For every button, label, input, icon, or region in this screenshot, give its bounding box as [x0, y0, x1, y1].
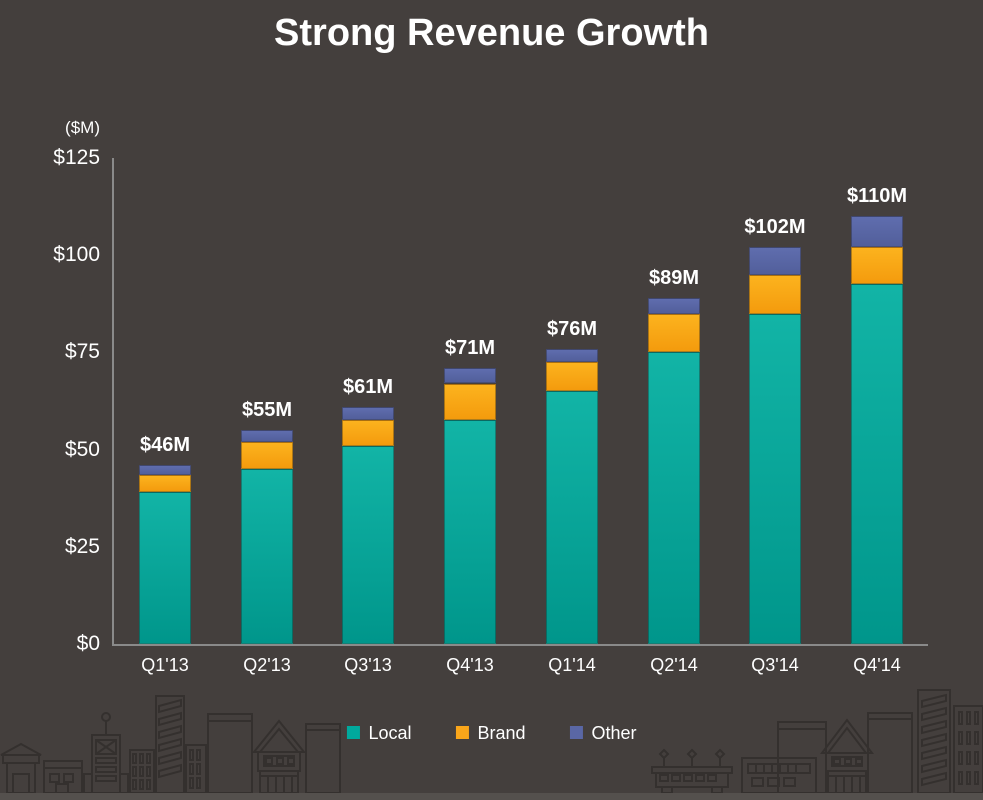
legend-label: Other — [591, 723, 637, 743]
bar-segment-local — [851, 284, 903, 644]
bar-segment-local — [648, 352, 700, 644]
x-axis-label: Q1'13 — [141, 655, 189, 675]
x-axis-label: Q2'14 — [650, 655, 698, 675]
x-axis-label: Q4'14 — [853, 655, 901, 675]
legend-item-brand: Brand — [455, 723, 526, 744]
legend-label: Local — [368, 723, 412, 743]
bar-total-label: $46M — [139, 434, 191, 457]
y-axis-label: $75 — [64, 340, 100, 364]
legend-swatch-brand — [455, 726, 469, 739]
bar-segment-local — [444, 420, 496, 644]
bar-total-label: $102M — [744, 216, 806, 239]
bar-segment-local — [342, 445, 394, 644]
legend-swatch-other — [569, 726, 583, 739]
y-axis-label: $25 — [64, 534, 100, 558]
bar-segment-local — [241, 469, 293, 644]
x-axis-label: Q4'13 — [446, 655, 494, 675]
legend-swatch-local — [346, 726, 360, 739]
bar-segment-local — [546, 391, 598, 644]
bar-total-label: $76M — [546, 317, 598, 340]
y-axis-label: $125 — [53, 146, 100, 169]
bar-segment-other — [749, 247, 801, 275]
x-axis-label: Q1'14 — [548, 655, 596, 675]
bar-segment-other — [851, 216, 903, 248]
bar-total-label: $71M — [444, 336, 496, 359]
x-axis-line — [112, 644, 928, 646]
bar-total-label: $110M — [846, 185, 908, 208]
bar-segment-local — [749, 313, 801, 644]
y-axis-label: $0 — [76, 632, 100, 655]
legend-item-local: Local — [346, 723, 411, 744]
bar-segment-other — [139, 465, 191, 475]
bar-segment-other — [648, 297, 700, 314]
y-axis-unit-label: ($M) — [65, 118, 100, 137]
bar-segment-local — [139, 492, 191, 644]
x-axis-label: Q3'14 — [751, 655, 799, 675]
bar-total-label: $55M — [241, 399, 293, 422]
bar-segment-brand — [444, 383, 496, 421]
y-axis-label: $100 — [53, 243, 100, 267]
bar-segment-brand — [546, 362, 598, 392]
bar-total-label: $89M — [648, 266, 700, 289]
bar-segment-other — [444, 367, 496, 384]
bar-segment-brand — [851, 247, 903, 285]
bar-segment-brand — [342, 420, 394, 446]
bar-segment-other — [546, 348, 598, 363]
chart-title: Strong Revenue Growth — [274, 12, 709, 54]
bar-segment-brand — [648, 313, 700, 353]
x-axis-label: Q3'13 — [344, 655, 392, 675]
y-axis-line — [112, 158, 114, 644]
legend-item-other: Other — [569, 723, 637, 744]
bar-segment-other — [342, 406, 394, 421]
bar-total-label: $61M — [342, 375, 394, 398]
bar-segment-other — [241, 430, 293, 442]
legend-label: Brand — [477, 723, 526, 743]
y-axis-label: $50 — [64, 437, 100, 461]
city-skyline-illustration — [0, 689, 983, 793]
chart-legend: Local Brand Other — [346, 723, 637, 744]
bar-segment-brand — [139, 474, 191, 493]
x-axis-label: Q2'13 — [243, 655, 291, 675]
bar-segment-brand — [749, 274, 801, 314]
bar-segment-brand — [241, 441, 293, 470]
ground-strip — [0, 793, 983, 800]
